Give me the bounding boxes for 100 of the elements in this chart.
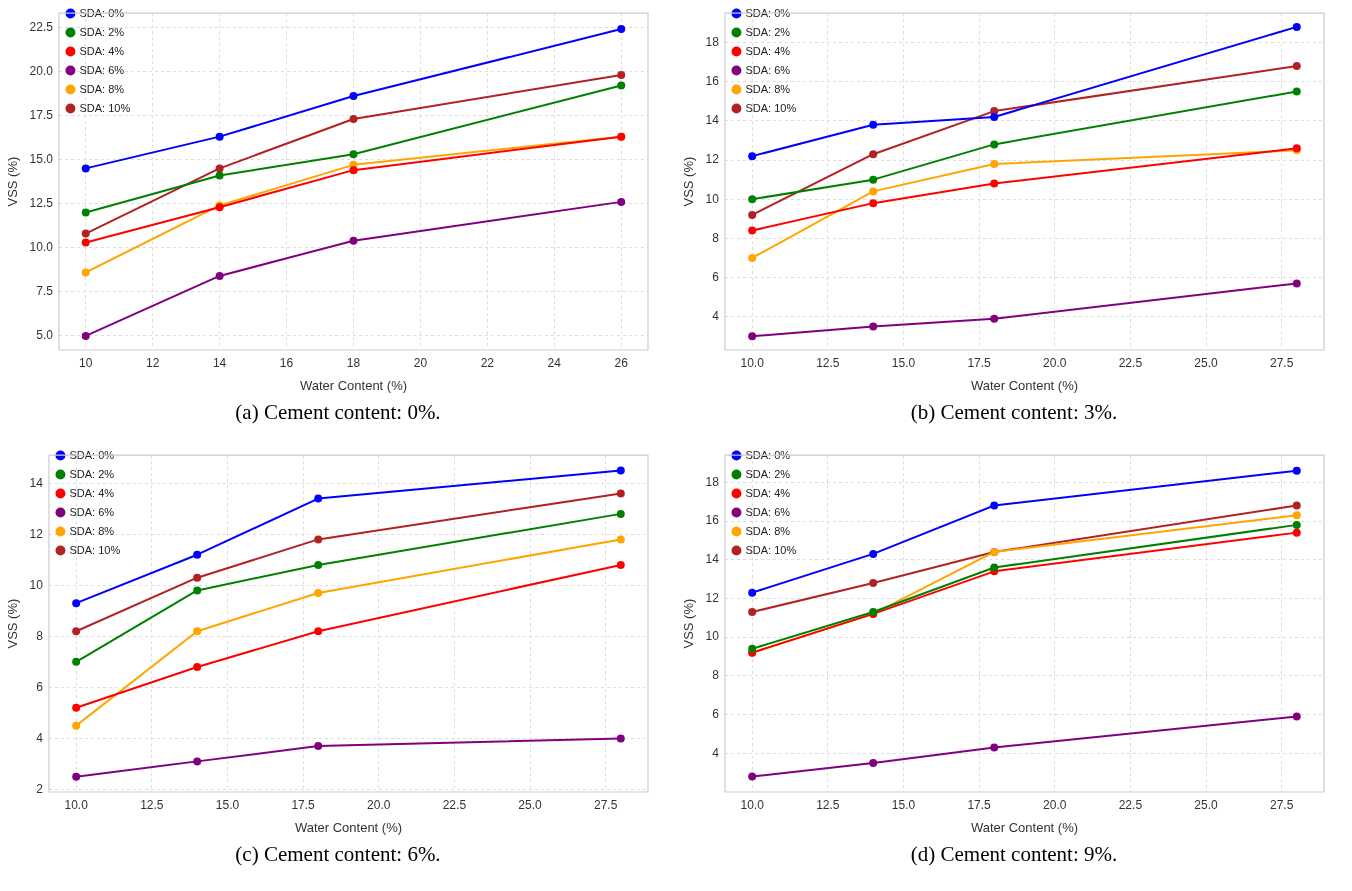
- x-tick-label: 12: [145, 355, 160, 370]
- point: [81, 229, 90, 238]
- point: [314, 494, 323, 503]
- point: [869, 578, 878, 587]
- point: [748, 210, 757, 219]
- y-tick-label: 6: [712, 269, 720, 284]
- point: [215, 132, 224, 141]
- y-tick-label: 8: [712, 230, 720, 245]
- point: [616, 489, 625, 498]
- x-tick-label: 16: [279, 355, 294, 370]
- point: [990, 501, 999, 510]
- y-tick-label: 12: [29, 526, 44, 541]
- point: [193, 573, 202, 582]
- x-tick-label: 17.5: [291, 797, 316, 812]
- legend-label: SDA: 10%: [745, 543, 797, 556]
- point: [72, 703, 81, 712]
- y-tick-label: 16: [705, 513, 720, 528]
- legend-label: SDA: 0%: [745, 6, 791, 19]
- text: (b) Cement content: 3%.: [909, 400, 1119, 425]
- y-tick-label: 12.5: [29, 195, 54, 210]
- legend-label: SDA: 10%: [745, 101, 797, 114]
- y-axis-title: VSS (%): [5, 598, 21, 649]
- point: [990, 140, 999, 149]
- point: [748, 644, 757, 653]
- legend-label: SDA: 8%: [69, 524, 115, 537]
- y-axis-title: VSS (%): [681, 156, 697, 207]
- legend-label: SDA: 4%: [79, 44, 125, 57]
- y-tick-label: 4: [36, 730, 44, 745]
- point: [748, 772, 757, 781]
- y-axis-title: VSS (%): [5, 156, 21, 207]
- x-tick-label: 10: [79, 355, 93, 370]
- legend-label: SDA: 2%: [79, 25, 125, 38]
- x-tick-label: 25.0: [1194, 355, 1219, 370]
- point: [1292, 511, 1301, 520]
- y-axis-title: VSS (%): [681, 598, 697, 649]
- x-tick-label: 12.5: [140, 797, 164, 812]
- y-tick-label: 15.0: [29, 151, 54, 166]
- point: [349, 150, 358, 159]
- point: [1292, 520, 1301, 529]
- y-tick-label: 12: [705, 152, 720, 167]
- point: [193, 627, 202, 636]
- point: [617, 25, 626, 34]
- point: [869, 199, 878, 208]
- legend-label: SDA: 2%: [745, 467, 791, 480]
- x-tick-label: 10.0: [64, 797, 89, 812]
- point: [616, 509, 625, 518]
- x-tick-label: 25.0: [518, 797, 543, 812]
- x-tick-label: 15.0: [215, 797, 240, 812]
- point: [1292, 22, 1301, 31]
- point: [314, 742, 323, 751]
- point: [748, 226, 757, 235]
- point: [748, 588, 757, 597]
- point: [314, 535, 323, 544]
- y-tick-label: 8: [712, 668, 720, 683]
- point: [81, 164, 90, 173]
- text: (a) Cement content: 0%.: [234, 400, 442, 425]
- y-tick-label: 10: [705, 191, 720, 206]
- x-tick-label: 24: [547, 355, 562, 370]
- point: [1292, 466, 1301, 475]
- text: (c) Cement content: 6%.: [234, 842, 442, 867]
- point: [193, 550, 202, 559]
- y-tick-label: 12: [705, 590, 720, 605]
- x-tick-label: 17.5: [967, 355, 992, 370]
- point: [314, 627, 323, 636]
- y-tick-label: 10: [705, 629, 720, 644]
- point: [990, 159, 999, 168]
- x-tick-label: 15.0: [891, 355, 916, 370]
- point: [1292, 87, 1301, 96]
- y-tick-label: 18: [705, 34, 720, 49]
- legend-label: SDA: 4%: [745, 486, 791, 499]
- point: [869, 758, 878, 767]
- point: [349, 236, 358, 245]
- point: [72, 599, 81, 608]
- legend-label: SDA: 8%: [79, 82, 125, 95]
- point: [349, 166, 358, 175]
- point: [869, 120, 878, 129]
- point: [1292, 62, 1301, 71]
- point: [869, 549, 878, 558]
- y-tick-label: 6: [712, 706, 720, 721]
- y-tick-label: 22.5: [29, 19, 54, 34]
- y-tick-label: 2: [36, 781, 44, 796]
- y-tick-label: 10.0: [29, 240, 54, 255]
- legend-label: SDA: 6%: [69, 505, 115, 518]
- legend-label: SDA: 10%: [79, 101, 131, 114]
- point: [193, 662, 202, 671]
- point: [616, 734, 625, 743]
- point: [617, 197, 626, 206]
- point: [990, 563, 999, 572]
- point: [81, 268, 90, 277]
- x-tick-label: 27.5: [1269, 797, 1294, 812]
- x-tick-label: 15.0: [891, 797, 916, 812]
- x-tick-label: 20.0: [1043, 797, 1067, 812]
- x-tick-label: 22: [480, 355, 495, 370]
- y-tick-label: 6: [36, 679, 44, 694]
- point: [349, 92, 358, 101]
- x-axis-title: Water Content (%): [970, 377, 1079, 393]
- point: [81, 238, 90, 247]
- legend-label: SDA: 10%: [69, 543, 121, 556]
- legend-label: SDA: 0%: [745, 448, 791, 461]
- point: [990, 743, 999, 752]
